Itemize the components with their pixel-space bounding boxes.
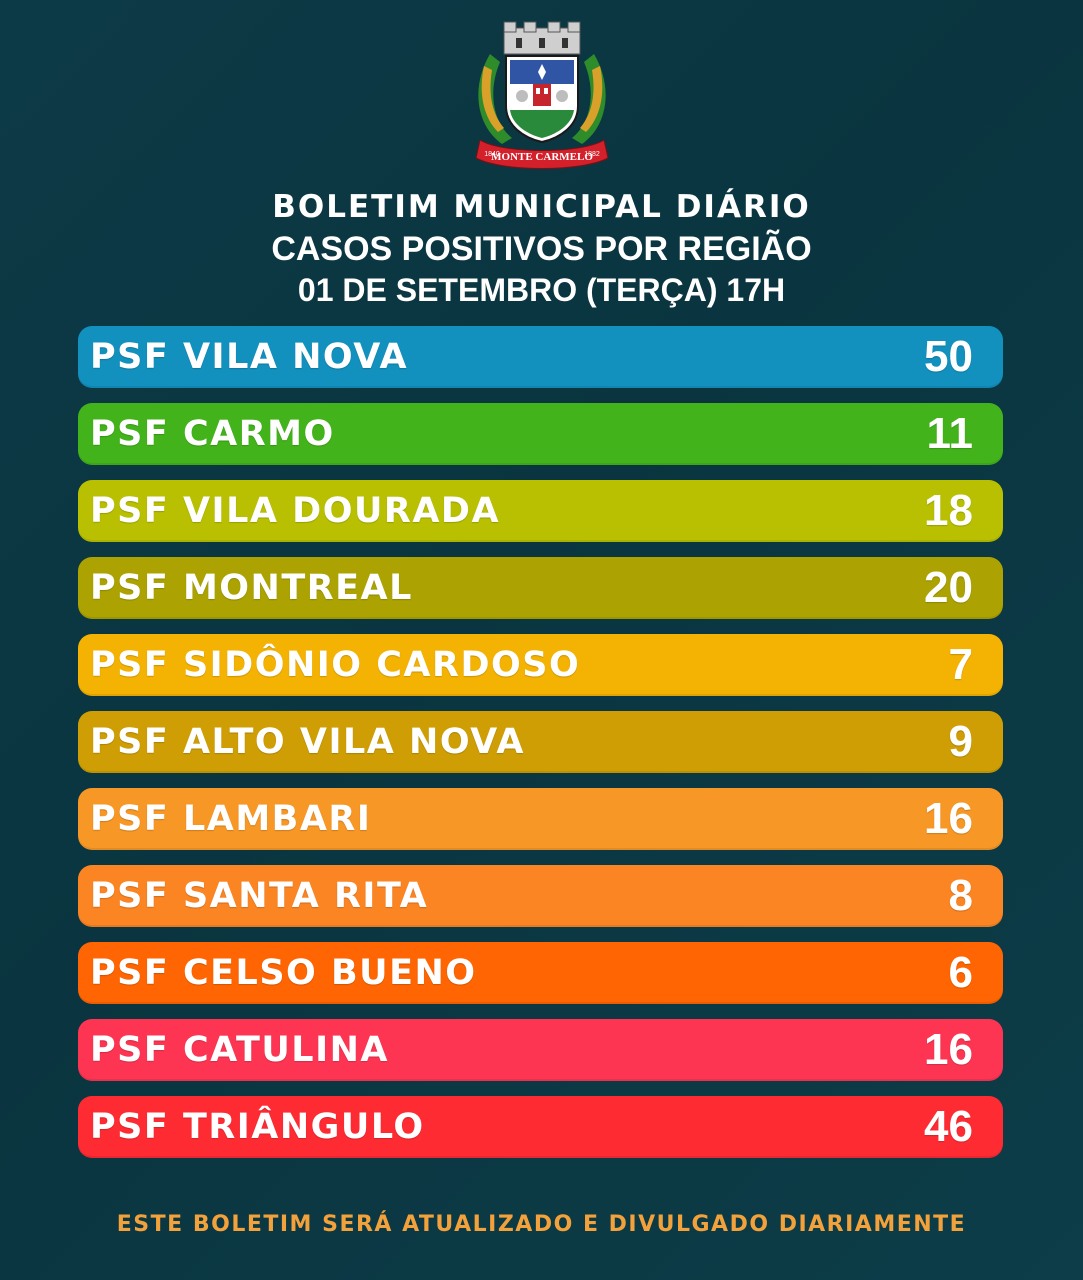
region-row: PSF ALTO VILA NOVA 9 [78, 711, 1003, 773]
region-cases: 6 [948, 948, 973, 997]
region-name: PSF CELSO BUENO [90, 953, 477, 993]
region-row: PSF CARMO 11 [78, 403, 1003, 465]
region-list: PSF VILA NOVA 50 PSF CARMO 11 PSF VILA D… [78, 326, 1003, 1173]
region-name: PSF SIDÔNIO CARDOSO [90, 645, 581, 685]
region-row: PSF TRIÂNGULO 46 [78, 1096, 1003, 1158]
region-row: PSF VILA DOURADA 18 [78, 480, 1003, 542]
region-name: PSF LAMBARI [90, 799, 372, 839]
bulletin-header: BOLETIM MUNICIPAL DIÁRIO CASOS POSITIVOS… [0, 186, 1083, 310]
region-name: PSF ALTO VILA NOVA [90, 722, 525, 762]
region-cases: 7 [948, 640, 973, 689]
region-row: PSF SIDÔNIO CARDOSO 7 [78, 634, 1003, 696]
region-row: PSF MONTREAL 20 [78, 557, 1003, 619]
region-name: PSF TRIÂNGULO [90, 1107, 425, 1147]
region-row: PSF SANTA RITA 8 [78, 865, 1003, 927]
region-name: PSF VILA NOVA [90, 337, 409, 377]
region-cases: 16 [924, 794, 973, 843]
region-cases: 20 [924, 563, 973, 612]
region-row: PSF LAMBARI 16 [78, 788, 1003, 850]
bulletin-title: BOLETIM MUNICIPAL DIÁRIO [272, 189, 811, 225]
region-cases: 18 [924, 486, 973, 535]
seal-banner-text: MONTE CARMELO [491, 151, 593, 163]
region-cases: 16 [924, 1025, 973, 1074]
region-cases: 8 [948, 871, 973, 920]
bulletin-subtitle: CASOS POSITIVOS POR REGIÃO [271, 230, 812, 268]
region-name: PSF MONTREAL [90, 568, 413, 608]
region-row: PSF CELSO BUENO 6 [78, 942, 1003, 1004]
region-cases: 9 [948, 717, 973, 766]
seal-year-left: 1840 [484, 151, 500, 158]
coat-of-arms-logo: MONTE CARMELO 1840 1882 [475, 21, 609, 169]
region-row: PSF CATULINA 16 [78, 1019, 1003, 1081]
region-cases: 11 [926, 409, 973, 458]
bulletin-date: 01 DE SETEMBRO (TERÇA) 17H [297, 272, 786, 308]
region-name: PSF CATULINA [90, 1030, 390, 1070]
region-row: PSF VILA NOVA 50 [78, 326, 1003, 388]
region-name: PSF SANTA RITA [90, 876, 429, 916]
region-cases: 50 [924, 332, 973, 381]
region-cases: 46 [924, 1102, 973, 1151]
region-name: PSF CARMO [90, 414, 335, 454]
region-name: PSF VILA DOURADA [90, 491, 501, 531]
seal-year-right: 1882 [584, 151, 600, 158]
footer-note: ESTE BOLETIM SERÁ ATUALIZADO E DIVULGADO… [116, 1212, 967, 1237]
